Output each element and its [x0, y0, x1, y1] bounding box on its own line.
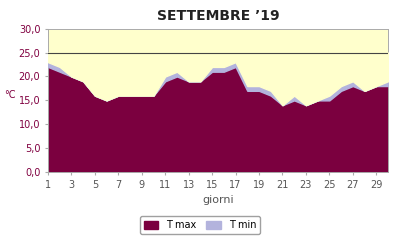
Y-axis label: °C: °C	[4, 90, 16, 100]
Title: SETTEMBRE ’19: SETTEMBRE ’19	[157, 9, 279, 23]
Legend: T max, T min: T max, T min	[140, 216, 260, 234]
X-axis label: giorni: giorni	[202, 195, 234, 205]
